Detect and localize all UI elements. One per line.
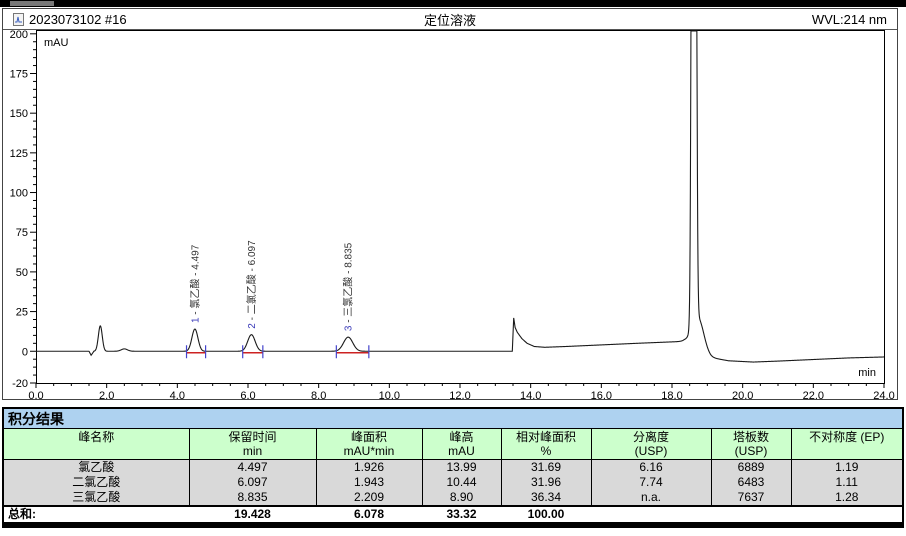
totals-cell: 19.428 (189, 505, 316, 526)
column-header-5: 分离度 (USP) (591, 429, 712, 460)
totals-cell: 33.32 (422, 505, 501, 526)
cell: 31.96 (501, 475, 592, 490)
x-tick-label: 2.0 (99, 390, 114, 400)
x-tick-label: 22.0 (803, 390, 824, 400)
column-header-7: 不对称度 (EP) (791, 429, 902, 460)
x-tick-label: 10.0 (379, 390, 400, 400)
y-axis-unit-label: mAU (44, 37, 69, 49)
cell: 8.90 (422, 490, 502, 506)
x-tick-label: 8.0 (311, 390, 326, 400)
totals-label: 总和: (4, 505, 189, 526)
cell: n.a. (591, 490, 712, 506)
totals-cell (791, 505, 902, 526)
cell: 4.497 (189, 459, 317, 475)
cell: 6.16 (591, 459, 712, 475)
column-header-1: 保留时间 min (189, 429, 317, 460)
window-top-bar (0, 0, 906, 7)
cell: 7637 (711, 490, 792, 506)
y-tick-label: -20 (12, 378, 28, 390)
x-tick-label: 12.0 (449, 390, 470, 400)
y-tick-label: 175 (10, 68, 28, 80)
chromatogram-trace (36, 30, 885, 363)
cell: 2.209 (316, 490, 423, 506)
y-tick-label: 100 (10, 188, 28, 200)
cell: 13.99 (422, 459, 502, 475)
cell: 10.44 (422, 475, 502, 490)
peak-label: 1 - 氯乙酸 - 4.497 (188, 244, 201, 323)
y-tick-label: 200 (10, 30, 28, 41)
totals-cell (591, 505, 711, 526)
x-tick-label: 20.0 (732, 390, 753, 400)
cell: 1.943 (316, 475, 423, 490)
cell: 二氯乙酸 (4, 475, 190, 490)
y-tick-label: 75 (16, 227, 28, 239)
chart-title: 定位溶液 (423, 12, 476, 28)
cell: 8.835 (189, 490, 317, 506)
injection-label: 2023073102 #16 (29, 11, 127, 27)
cell: 三氯乙酸 (4, 490, 190, 506)
cell: 6889 (711, 459, 792, 475)
cell: 6483 (711, 475, 792, 490)
peak-label: 2 - 二氯乙酸 - 6.097 (245, 240, 258, 329)
wavelength-label: WVL:214 nm (811, 11, 887, 27)
chromatogram-header: 2023073102 #16 定位溶液 WVL:214 nm (3, 9, 897, 30)
x-tick-label: 4.0 (170, 390, 185, 400)
cell: 6.097 (189, 475, 317, 490)
cell: 7.74 (591, 475, 712, 490)
peak-row[interactable]: 二氯乙酸 6.097 1.943 10.44 31.96 7.74 6483 1.11 (4, 475, 902, 490)
x-tick-label: 14.0 (520, 390, 541, 400)
cell: 1.11 (791, 475, 902, 490)
cell: 31.69 (501, 459, 592, 475)
peak-row[interactable]: 三氯乙酸 8.835 2.209 8.90 36.34 n.a. 7637 1.28 (4, 490, 902, 506)
y-tick-label: 125 (10, 148, 28, 160)
chromatogram-canvas[interactable]: 0 25 50 75 100 125 150 175 200 -200.0 2.0 4.0 6.0 8.0… (3, 30, 897, 400)
x-tick-label: 0.0 (28, 390, 43, 400)
x-tick-label: 16.0 (591, 390, 612, 400)
column-header-3: 峰高 mAU (422, 429, 502, 460)
cell: 36.34 (501, 490, 592, 506)
totals-row: 总和: 19.428 6.078 33.32 100.00 (4, 505, 902, 526)
x-axis-unit-label: min (858, 367, 876, 379)
cell: 1.926 (316, 459, 423, 475)
x-tick-label: 18.0 (661, 390, 682, 400)
x-tick-label: 6.0 (240, 390, 255, 400)
column-header-0: 峰名称 (4, 429, 190, 460)
y-tick-label: 25 (16, 307, 28, 319)
plot-border (36, 30, 885, 384)
results-title: 积分结果 (4, 409, 902, 429)
column-header-4: 相对峰面积% (501, 429, 592, 460)
chromatogram-panel: 2023073102 #16 定位溶液 WVL:214 nm 0 25 50 75 10… (2, 8, 898, 400)
cell: 氯乙酸 (4, 459, 190, 475)
peak-label: 3 - 三氯乙酸 - 8.835 (342, 242, 355, 331)
results-table: 峰名称 保留时间 min 峰面积 mAU*min 峰高 mAU 相对峰面积% 分离度 (USP)… (4, 429, 902, 526)
column-header-2: 峰面积 mAU*min (316, 429, 423, 460)
top-bar-notch (10, 1, 54, 6)
results-section: 积分结果 峰名称 保留时间 min 峰面积 mAU*min 峰高 mAU 相对峰面积% 分离度… (2, 407, 904, 528)
totals-cell: 6.078 (316, 505, 422, 526)
totals-cell (711, 505, 791, 526)
column-header-6: 塔板数 (USP) (711, 429, 792, 460)
x-tick-label: 24.0 (873, 390, 894, 400)
cell: 1.28 (791, 490, 902, 506)
cell: 1.19 (791, 459, 902, 475)
peak-row[interactable]: 氯乙酸 4.497 1.926 13.99 31.69 6.16 6889 1.19 (4, 459, 902, 475)
y-tick-label: 150 (10, 108, 28, 120)
totals-cell: 100.00 (501, 505, 591, 526)
chromatogram-icon (13, 12, 24, 26)
y-tick-label: 0 (22, 346, 28, 358)
y-tick-label: 50 (16, 267, 28, 279)
